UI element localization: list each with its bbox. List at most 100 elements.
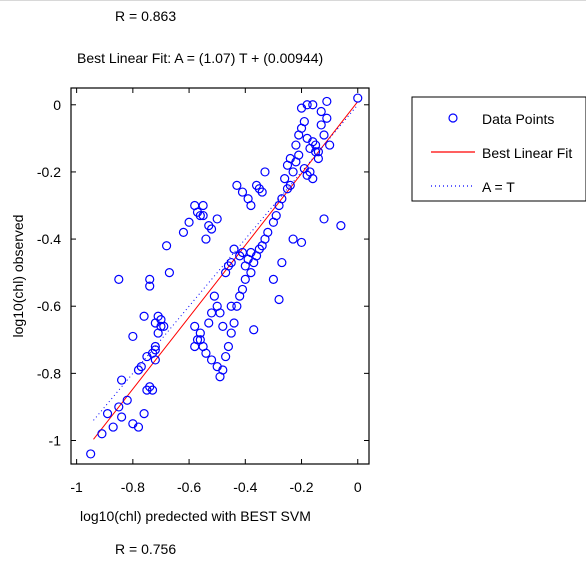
data-point — [223, 341, 234, 352]
data-point — [161, 241, 172, 251]
data-point — [308, 100, 318, 110]
data-point — [232, 301, 242, 311]
y-tick-label: -0.2 — [37, 164, 61, 180]
data-point — [322, 113, 332, 123]
data-point — [218, 321, 228, 331]
data-point — [229, 318, 239, 328]
chart-title: Best Linear Fit: A = (1.07) T + (0.00944… — [77, 50, 324, 66]
plot-frame — [70, 87, 370, 465]
data-point — [291, 140, 301, 150]
data-point — [316, 106, 326, 117]
data-points — [86, 93, 363, 459]
x-tick-label: -0.4 — [233, 479, 257, 495]
data-point — [249, 325, 259, 335]
data-point — [271, 210, 281, 221]
x-tick-label: -0.6 — [177, 479, 201, 495]
data-point — [145, 274, 155, 284]
data-point — [235, 251, 245, 261]
data-point — [206, 355, 217, 365]
x-tick-label: -1 — [70, 479, 83, 495]
data-point — [277, 194, 287, 204]
y-tick-label: -0.8 — [37, 365, 61, 381]
data-point — [201, 234, 211, 244]
data-point — [209, 291, 219, 301]
data-point — [195, 328, 205, 338]
data-point — [86, 449, 96, 459]
data-point — [133, 422, 144, 432]
x-tick-label: -0.2 — [289, 479, 313, 495]
data-point — [226, 328, 236, 338]
data-point — [280, 174, 290, 184]
data-point — [139, 311, 149, 321]
y-axis: 0 -0.2 -0.4 -0.6 -0.8 -1 — [37, 97, 369, 449]
data-point — [226, 301, 236, 311]
data-point — [190, 321, 200, 331]
data-point — [246, 268, 256, 278]
data-point — [232, 180, 242, 190]
legend-marker-data-points — [448, 113, 458, 123]
data-point — [212, 214, 222, 224]
data-point — [322, 96, 332, 107]
data-point — [353, 93, 363, 103]
x-axis-label: log10(chl) predected with BEST SVM — [80, 508, 311, 524]
y-tick-label: -1 — [49, 433, 62, 449]
data-point — [204, 318, 214, 328]
y-axis-label: log10(chl) observed — [10, 215, 26, 338]
r-value-bottom: R = 0.756 — [115, 541, 177, 557]
data-point — [178, 227, 189, 237]
y-tick-label: 0 — [53, 97, 61, 113]
data-point — [122, 395, 132, 405]
data-point — [268, 274, 279, 284]
data-point — [277, 257, 287, 268]
data-point — [133, 365, 144, 375]
data-point — [201, 348, 211, 358]
data-point — [164, 268, 174, 278]
data-point — [299, 116, 309, 127]
data-point — [296, 103, 307, 113]
data-point — [117, 375, 127, 385]
best-linear-fit-line — [93, 101, 359, 440]
data-point — [296, 237, 307, 248]
data-point — [102, 409, 113, 419]
data-point — [263, 227, 273, 237]
data-point — [97, 429, 107, 439]
legend-box — [411, 96, 586, 202]
data-point — [221, 268, 231, 278]
top-divider — [0, 0, 586, 1]
data-point — [308, 174, 318, 184]
data-point — [237, 284, 248, 295]
data-point — [240, 274, 250, 284]
legend: Data Points Best Linear Fit A = T — [411, 96, 586, 202]
data-point — [206, 224, 217, 234]
legend-label-fit: Best Linear Fit — [482, 145, 572, 161]
data-point — [114, 274, 124, 284]
data-point — [117, 412, 127, 422]
data-point — [325, 140, 335, 150]
data-point — [291, 157, 301, 167]
data-point — [313, 147, 323, 157]
data-point — [150, 355, 160, 365]
data-point — [251, 180, 262, 190]
data-point — [150, 345, 160, 355]
data-point — [218, 365, 228, 375]
data-point — [260, 167, 270, 177]
data-point — [288, 167, 298, 177]
data-point — [319, 130, 329, 140]
data-point — [114, 402, 124, 412]
x-tick-label: -0.8 — [121, 479, 145, 495]
data-point — [221, 351, 231, 362]
data-point — [206, 308, 217, 318]
data-point — [139, 409, 149, 419]
data-point — [215, 308, 225, 318]
data-point — [198, 210, 208, 221]
data-point — [288, 234, 298, 244]
data-point — [285, 180, 295, 190]
data-point — [229, 244, 239, 254]
data-point — [257, 187, 267, 197]
data-point — [316, 120, 326, 130]
data-point — [313, 153, 323, 164]
data-point — [145, 281, 155, 291]
data-point — [128, 331, 138, 342]
y-tick-label: -0.6 — [37, 298, 61, 314]
